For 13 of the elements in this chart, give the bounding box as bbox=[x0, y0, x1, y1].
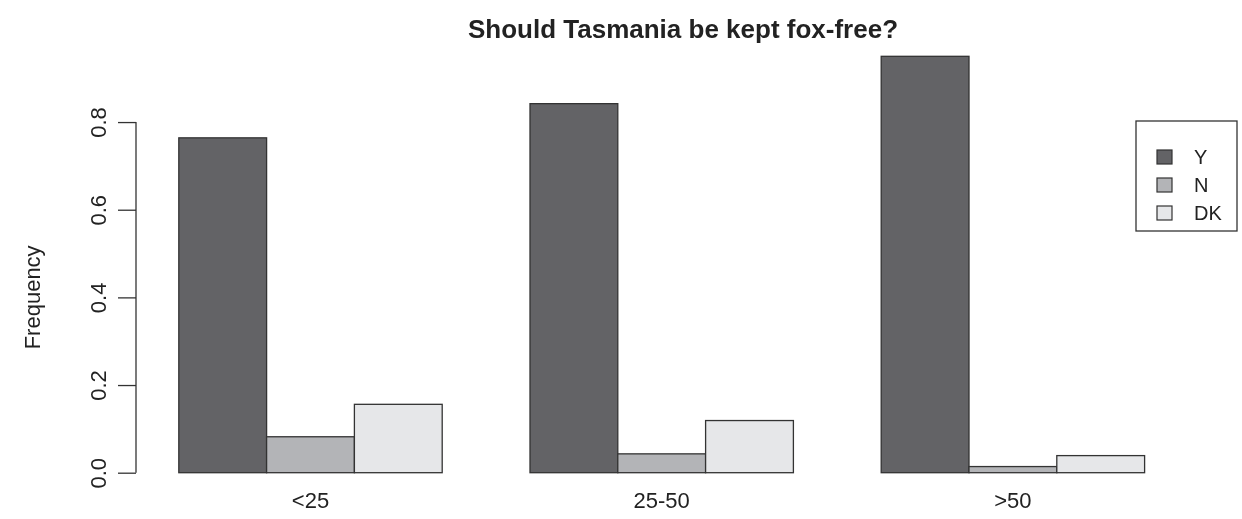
legend-label: N bbox=[1194, 174, 1209, 196]
x-tick-label: >50 bbox=[994, 488, 1032, 513]
x-tick-label: 25-50 bbox=[633, 488, 690, 513]
y-tick-label: 0.0 bbox=[85, 457, 111, 489]
chart-title: Should Tasmania be kept fox-free? bbox=[467, 14, 899, 44]
y-axis-title: Frequency bbox=[20, 245, 45, 350]
y-tick-label: 0.8 bbox=[85, 107, 111, 138]
y-tick-label: 0.6 bbox=[85, 194, 111, 226]
x-tick-label: <25 bbox=[291, 488, 330, 513]
y-tick-label: 0.4 bbox=[85, 282, 111, 314]
legend-label: DK bbox=[1194, 202, 1223, 224]
y-tick-label: 0.2 bbox=[85, 370, 111, 401]
legend-label: Y bbox=[1194, 146, 1208, 168]
